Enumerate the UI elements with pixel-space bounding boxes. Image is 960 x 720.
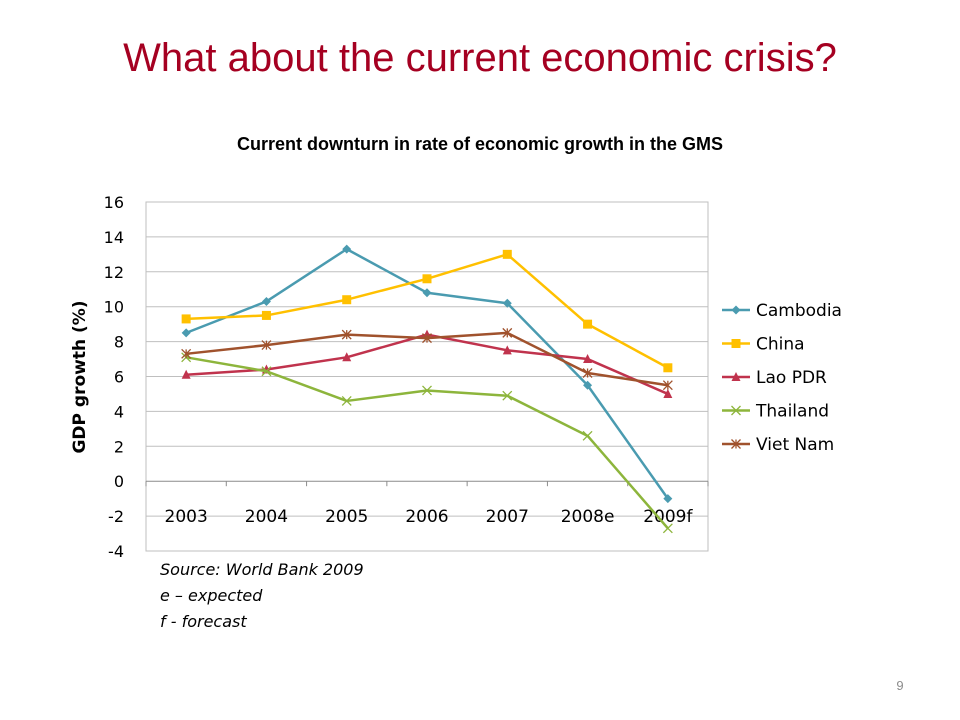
y-tick-label: 8 — [114, 333, 124, 352]
series-viet-nam — [181, 327, 673, 391]
legend-item-viet-nam: Viet Nam — [722, 435, 834, 455]
data-point-cambodia — [261, 296, 271, 306]
y-tick-label: -2 — [108, 507, 124, 526]
chart-legend: Cambodia China Lao PDR Thailand Viet Nam — [722, 301, 842, 455]
chart-title: Current downturn in rate of economic gro… — [237, 134, 723, 154]
data-point-china — [502, 249, 512, 259]
chart-gridlines — [145, 201, 709, 552]
y-tick-label: -4 — [108, 542, 124, 561]
data-point-cambodia — [583, 380, 593, 390]
data-point-cambodia — [422, 288, 432, 298]
series-thailand — [181, 352, 673, 534]
slide-title: What about the current economic crisis? — [123, 36, 837, 80]
y-tick-label: 12 — [104, 263, 124, 282]
x-tick-label: 2007 — [486, 507, 529, 527]
x-tick-label: 2003 — [165, 507, 208, 527]
y-tick-label: 14 — [104, 228, 124, 247]
data-point-lao-pdr — [583, 354, 593, 364]
data-point-china — [181, 314, 191, 324]
data-point-cambodia — [342, 244, 352, 254]
source-note: Source: World Bank 2009 e – expected f -… — [160, 557, 364, 635]
legend-marker — [731, 305, 741, 315]
data-point-cambodia — [181, 328, 191, 338]
data-point-lao-pdr — [181, 369, 191, 379]
y-tick-label: 6 — [114, 368, 124, 387]
x-tick-label: 2008e — [561, 507, 615, 527]
source-line: Source: World Bank 2009 — [160, 560, 364, 579]
chart-axes: 16 14 12 10 8 6 4 2 0 -2 -4 2003 2004 2005 2006 2007 200… — [104, 193, 709, 561]
data-point-lao-pdr — [342, 352, 352, 362]
legend-label: China — [756, 335, 805, 355]
data-point-viet-nam — [662, 380, 673, 391]
legend-marker — [731, 372, 741, 381]
y-tick-label: 16 — [104, 193, 124, 212]
series-line-lao-pdr — [186, 333, 669, 396]
y-tick-label: 2 — [114, 437, 124, 456]
data-point-china — [261, 310, 271, 320]
series-china — [181, 249, 673, 373]
data-point-thailand — [422, 385, 432, 396]
legend-label: Cambodia — [756, 301, 842, 321]
legend-label: Lao PDR — [756, 368, 827, 388]
data-point-thailand — [662, 523, 673, 534]
legend-item-thailand: Thailand — [722, 402, 829, 422]
data-point-thailand — [341, 395, 352, 406]
series-cambodia — [181, 244, 673, 504]
x-tick-label: 2005 — [325, 507, 368, 527]
legend-label: Thailand — [755, 402, 829, 422]
legend-marker — [731, 339, 741, 348]
forecast-note: f - forecast — [160, 612, 247, 631]
data-point-china — [583, 319, 593, 329]
legend-item-lao-pdr: Lao PDR — [722, 368, 827, 388]
data-point-lao-pdr — [502, 345, 512, 355]
data-point-china — [342, 295, 352, 305]
data-point-lao-pdr — [663, 388, 673, 398]
data-point-thailand — [582, 430, 593, 441]
legend-item-china: China — [722, 335, 805, 355]
chart-series — [181, 244, 673, 534]
legend-marker — [731, 439, 741, 449]
legend-marker — [731, 405, 741, 416]
page-number: 9 — [896, 678, 904, 693]
x-tick-label: 2004 — [245, 507, 288, 527]
x-tick-label: 2009f — [643, 507, 693, 527]
legend-item-cambodia: Cambodia — [722, 301, 842, 321]
data-point-thailand — [261, 366, 272, 377]
x-tick-label: 2006 — [405, 507, 448, 527]
y-axis-label: GDP growth (%) — [70, 300, 90, 453]
expected-note: e – expected — [160, 586, 263, 605]
data-point-thailand — [502, 390, 513, 401]
data-point-viet-nam — [422, 333, 432, 344]
data-point-cambodia — [502, 298, 512, 308]
data-point-viet-nam — [502, 327, 513, 338]
data-point-cambodia — [663, 494, 673, 504]
data-point-viet-nam — [341, 329, 352, 340]
y-tick-label: 0 — [114, 472, 124, 491]
series-line-thailand — [185, 356, 669, 530]
data-point-viet-nam — [181, 348, 192, 359]
data-point-viet-nam — [261, 340, 272, 351]
y-tick-label: 4 — [114, 402, 124, 421]
data-point-viet-nam — [582, 368, 593, 378]
legend-label: Viet Nam — [756, 435, 834, 455]
y-tick-label: 10 — [104, 298, 124, 317]
data-point-china — [422, 274, 432, 284]
data-point-china — [663, 363, 673, 373]
